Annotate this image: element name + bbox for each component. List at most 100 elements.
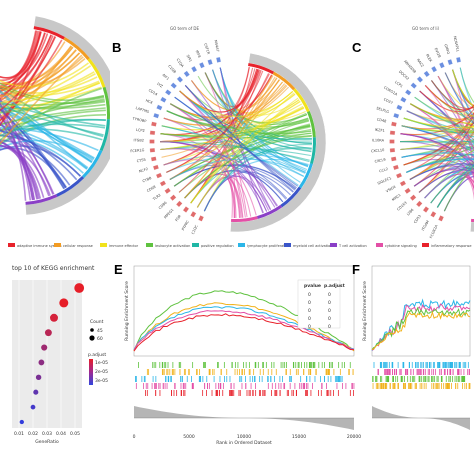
hits-band [134,360,354,400]
legend-label: inflammatory response [431,244,472,248]
chord-ribbon [197,75,308,124]
chord-ribbon [410,103,474,130]
chord-ribbon [418,148,474,193]
term-segment [248,62,275,75]
term-segment [280,186,302,208]
legend-label: myeloid cell activation [293,244,333,248]
es-curve [133,313,355,352]
chord-legend-row: adaptive immune system cellular response i… [8,243,472,248]
gene-label: FGR [175,214,183,223]
panel-a-chord [0,16,110,215]
x-axis-label: Rank in Ordered Dataset [216,440,272,446]
count-legend-dot [90,328,94,332]
chord-ribbon [436,164,474,208]
chord-ribbon [444,72,474,125]
chord-ribbon [0,41,66,98]
gene-label: LCP1 [394,80,403,88]
gene-label: AIF1 [161,73,169,81]
gene-label: HCK [145,98,154,105]
term-segment [87,58,106,88]
gene-logfc-box [170,82,178,89]
gene-label: LY86 [406,208,414,217]
gene-logfc-box [409,194,417,202]
term-segment [230,216,258,222]
chord-ribbon [184,85,244,218]
legend-label: T cell activation [338,244,367,248]
gene-logfc-box [190,65,198,73]
chord-ribbon [0,89,93,163]
chord-ribbon [169,158,306,180]
chord-ribbon [0,36,57,112]
kegg-dot [19,419,24,425]
chord-ribbon [413,149,474,187]
table-cell: 0 [308,308,311,314]
chord-ribbon [414,96,474,127]
gene-label: SELPLG [376,106,390,114]
chord-ribbon [452,69,474,108]
gene-logfc-box [423,70,431,78]
chord-ribbon [0,118,106,137]
chord-ribbon [0,97,36,200]
padj-legend-title: p.adjust [88,352,106,358]
table-cell: 0 [308,300,311,306]
chord-ribbon [0,95,105,114]
chord-ribbon [170,103,312,134]
x-tick-label: 0.05 [70,431,80,437]
x-tick-label: 0.01 [14,431,24,437]
gene-logfc-box [149,139,155,144]
chord-ribbon [401,125,474,145]
chord-ribbon [0,86,102,113]
gene-logfc-box [176,76,184,83]
chord-ribbon [437,75,474,152]
gene-label: CD163 [396,201,408,212]
chord-ribbon [196,100,301,208]
legend-label: leukocyte activation [155,244,190,248]
chord-ribbon [424,173,474,199]
x-tick-label: 20000 [347,434,361,440]
chord-ribbon [160,148,243,218]
chord-ribbon [0,52,81,97]
gene-logfc-box [150,156,157,162]
table-header: p.adjust [324,283,346,289]
gene-label: NCF2 [139,167,149,174]
gene-logfc-box [183,70,191,78]
gene-label: GMFG [443,44,450,55]
x-tick-label: 10000 [237,434,251,440]
chord-ribbon [443,164,474,212]
legend-swatch [330,243,337,247]
legend-swatch [54,243,61,247]
kegg-dot [41,344,48,351]
gene-logfc-box [389,130,396,136]
gene-logfc-box [149,147,156,153]
gene-logfc-box [149,130,156,136]
term-segment [33,26,65,40]
panel-b-subtitle: GO term of DE [170,26,200,31]
term-segment [298,163,313,189]
panel-c-chord: FCGR2AITGAMCD53LY86CD163MRC1VSIG4SIGLEC1… [371,36,474,239]
chord-ribbon [163,83,286,126]
gene-label: SPI1 [185,54,192,63]
chord-ribbon [0,58,86,89]
gene-label: CXCL10 [371,148,385,153]
legend-swatch [422,243,429,247]
gene-logfc-box [399,180,407,187]
chord-ribbon [430,160,474,204]
chord-ribbon [403,117,474,128]
gene-label: C1QA [175,58,184,69]
chord-ribbon [0,85,105,105]
legend-swatch [284,243,291,247]
chord-ribbon [160,125,311,138]
chord-ribbon [0,31,42,79]
term-segment [102,86,110,120]
gene-logfc-box [152,164,160,171]
legend-swatch [146,243,153,247]
chord-ribbon [459,67,474,111]
term-segment [81,149,103,179]
count-legend-dot [89,335,95,341]
gene-logfc-box [437,215,445,222]
panel-f-label: F [352,262,360,277]
padj-colorbar [89,359,93,385]
chord-ribbon [203,175,271,212]
gene-label: TLR2 [151,193,161,202]
chord-ribbon [0,144,38,200]
